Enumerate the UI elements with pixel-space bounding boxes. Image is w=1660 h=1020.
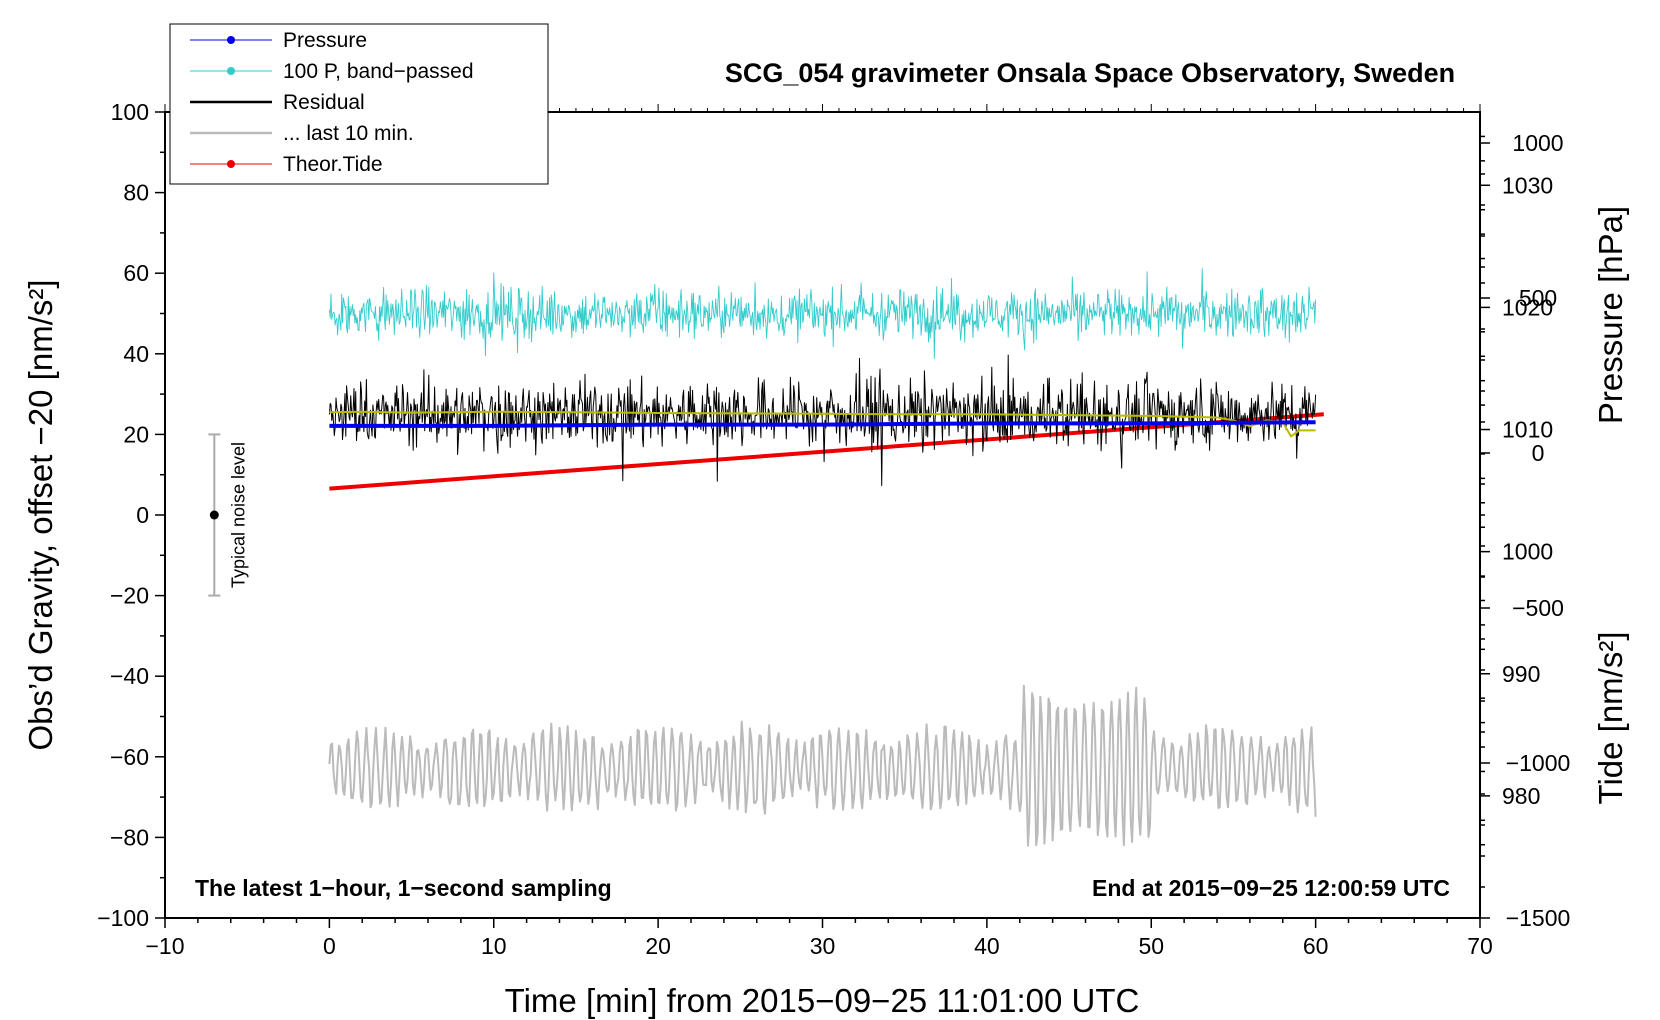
legend-label-pressure: Pressure [283, 29, 367, 52]
x-tick-label: 10 [481, 933, 507, 959]
y-axis-tide-title: Tide [nm/s²] [1592, 632, 1629, 805]
x-axis-title: Time [min] from 2015−09−25 11:01:00 UTC [505, 982, 1140, 1019]
legend-label-last-10-min: ... last 10 min. [283, 122, 414, 145]
pressure-tick-label: 1010 [1502, 417, 1553, 443]
annotation-sampling: The latest 1−hour, 1−second sampling [195, 875, 612, 901]
legend-marker-pressure [227, 36, 235, 44]
legend-label-residual: Residual [283, 91, 365, 114]
tide-tick-label: 500 [1519, 285, 1557, 311]
x-tick-label: 60 [1303, 933, 1329, 959]
y-tick-label: 20 [123, 421, 149, 447]
y-tick-label: −40 [110, 663, 149, 689]
y-tick-label: −80 [110, 824, 149, 850]
legend-marker-100-p-band-passed [227, 67, 235, 75]
x-tick-label: −10 [145, 933, 184, 959]
y-axis-tide: −1500 −1000 −500 0 500 1000 [1480, 130, 1570, 931]
tide-tick-label: 0 [1532, 440, 1545, 466]
y-tick-label: 100 [111, 99, 149, 125]
y-tick-label: 80 [123, 180, 149, 206]
series-layer [328, 268, 1324, 847]
y-axis-gravity: −100 −80 −60 −40 −20 0 20 40 60 80 100 [97, 99, 165, 931]
legend-label-100-p-band-passed: 100 P, band−passed [283, 60, 474, 83]
x-tick-label: 30 [810, 933, 836, 959]
series-pressure [329, 420, 1316, 428]
legend-label-theor-tide: Theor.Tide [283, 153, 383, 176]
y-axis-pressure-title: Pressure [hPa] [1592, 206, 1629, 424]
noise-center-point [209, 510, 219, 520]
series-last-10-min [328, 684, 1317, 847]
y-tick-label: 60 [123, 260, 149, 286]
y-tick-label: −20 [110, 583, 149, 609]
tide-tick-label: 1000 [1512, 130, 1563, 156]
noise-indicator: Typical noise level [208, 433, 248, 597]
series-theor-tide [329, 412, 1324, 491]
annotation-end-time: End at 2015−09−25 12:00:59 UTC [1092, 875, 1450, 901]
y-tick-label: −60 [110, 744, 149, 770]
series-100-p-band-passed [328, 268, 1317, 359]
pressure-tick-label: 1020 [1502, 294, 1553, 320]
chart-title: SCG_054 gravimeter Onsala Space Observat… [725, 58, 1455, 88]
tide-tick-label: −500 [1512, 595, 1564, 621]
x-tick-label: 70 [1467, 933, 1493, 959]
legend-marker-theor-tide [227, 160, 235, 168]
x-tick-label: 20 [645, 933, 671, 959]
legend: Pressure 100 P, band−passed Residual ... la… [169, 23, 549, 185]
pressure-tick-label: 1030 [1502, 172, 1553, 198]
y-tick-label: 40 [123, 341, 149, 367]
y-tick-label: 0 [136, 502, 149, 528]
y-axis-pressure: 980 990 1000 1010 1020 1030 [1479, 112, 1553, 857]
legend-box [169, 23, 549, 185]
x-axis: −10 0 10 20 30 40 50 60 70 [145, 918, 1493, 959]
pressure-tick-label: 980 [1502, 783, 1540, 809]
y-axis-left-title: Obs’d Gravity, offset −20 [nm/s²] [22, 279, 59, 750]
x-tick-label: 40 [974, 933, 1000, 959]
x-tick-label: 50 [1138, 933, 1164, 959]
x-tick-label: 0 [323, 933, 336, 959]
pressure-tick-label: 990 [1502, 661, 1540, 687]
tide-tick-label: −1500 [1506, 905, 1571, 931]
pressure-tick-label: 1000 [1502, 539, 1553, 565]
series-residual [328, 354, 1317, 486]
noise-label: Typical noise level [228, 442, 248, 588]
y-tick-label: −100 [97, 905, 149, 931]
tide-tick-label: −1000 [1506, 750, 1571, 776]
